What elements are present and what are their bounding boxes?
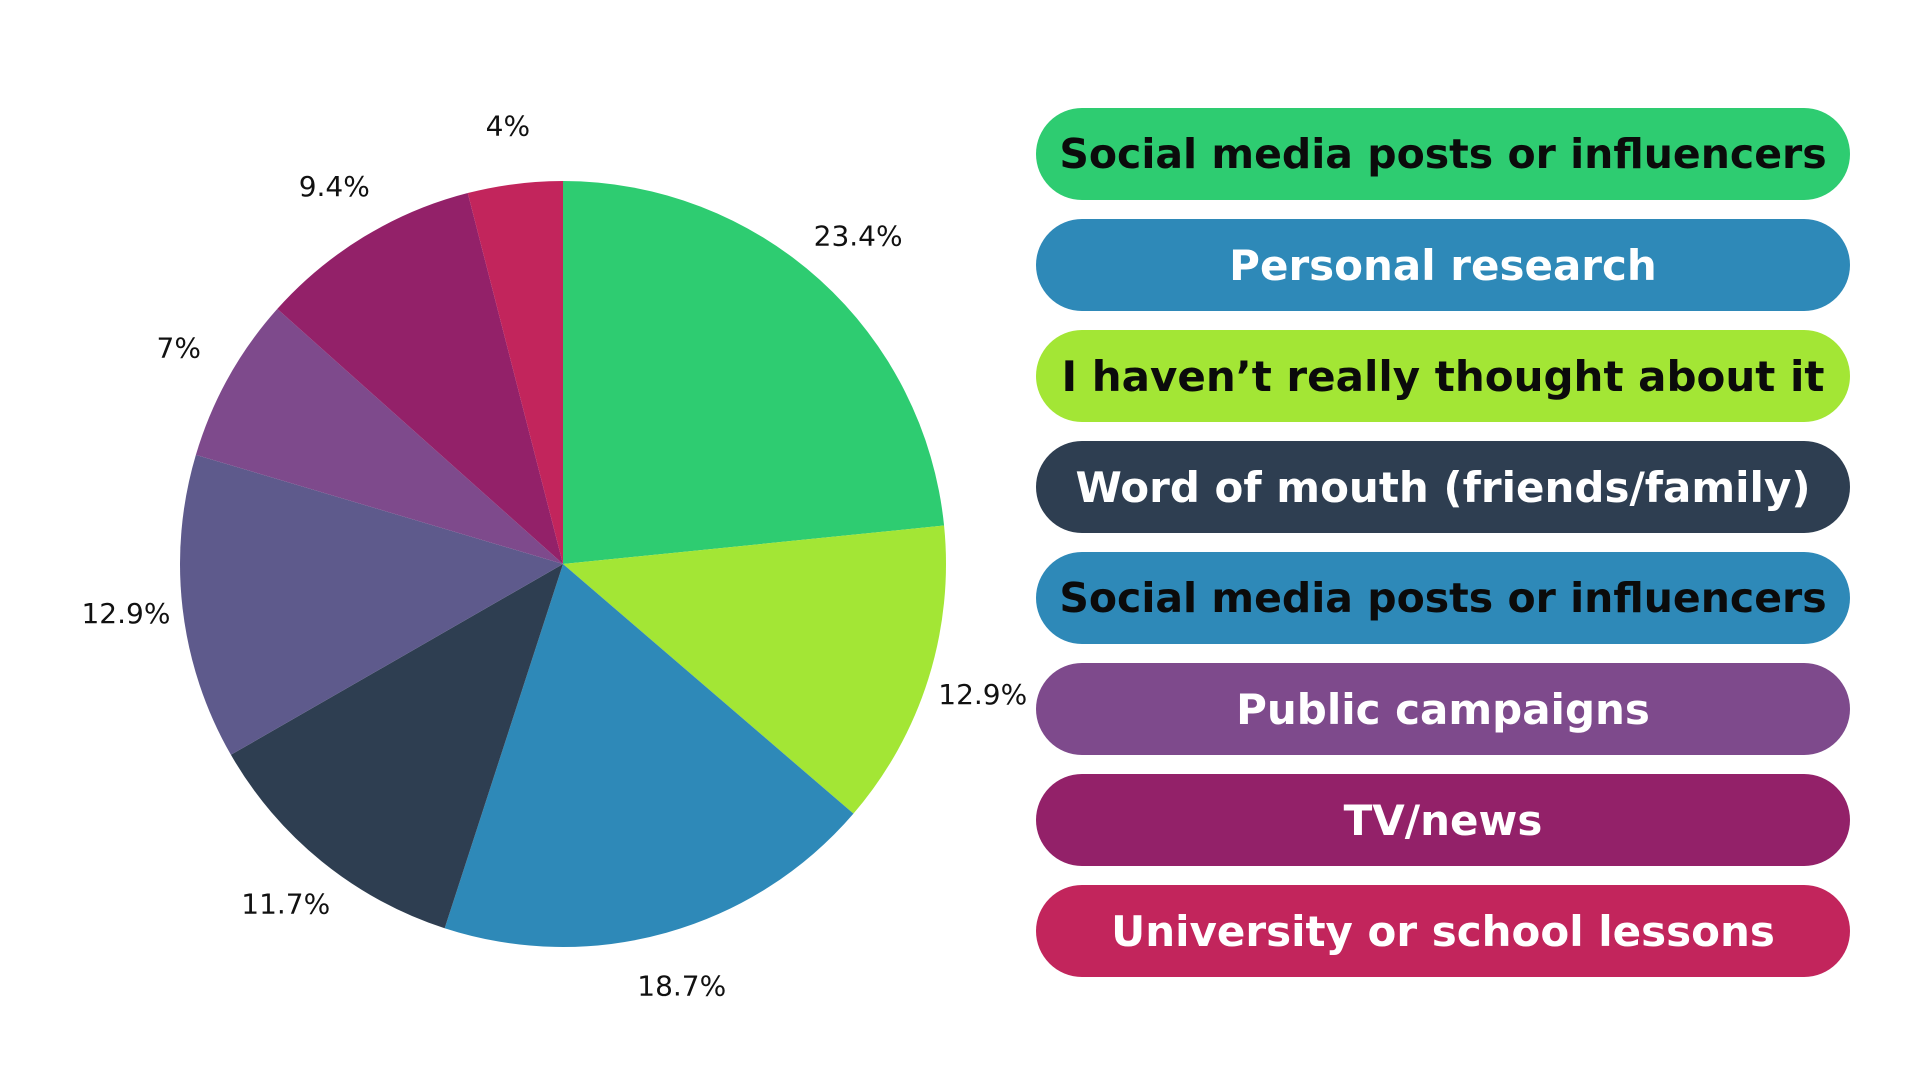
pie-slice-6	[277, 193, 563, 564]
pie-slices	[180, 181, 946, 948]
pie-chart: 23.4% 12.9% 18.7% 11.7% 12.9% 7% 9.4% 4%	[81, 109, 1027, 1002]
pie-slice-1	[563, 525, 946, 814]
pie-slice-5	[195, 308, 563, 564]
pie-slice-label-7: 4%	[486, 109, 530, 142]
legend-item-5: Public campaigns	[1036, 663, 1850, 755]
legend-item-4: Social media posts or influencers	[1036, 552, 1850, 644]
pie-slice-0	[563, 181, 945, 564]
pie-slice-2	[444, 564, 854, 948]
legend-item-1: Personal research	[1036, 219, 1850, 311]
pie-slice-label-1: 12.9%	[938, 678, 1027, 711]
legend-item-2: I haven’t really thought about it	[1036, 330, 1850, 422]
pie-slice-label-2: 18.7%	[637, 970, 726, 1003]
pie-slice-label-3: 11.7%	[241, 888, 330, 921]
legend-item-6: TV/news	[1036, 774, 1850, 866]
pie-slice-7	[467, 181, 563, 564]
legend-item-label: Social media posts or influencers	[1059, 574, 1827, 622]
pie-slice-label-6: 9.4%	[299, 170, 370, 203]
legend-item-3: Word of mouth (friends/family)	[1036, 441, 1850, 533]
legend-item-label: Public campaigns	[1236, 684, 1650, 734]
pie-slice-3	[230, 564, 563, 929]
legend-item-label: Word of mouth (friends/family)	[1075, 462, 1811, 512]
legend-item-label: Social media posts or influencers	[1059, 130, 1827, 178]
legend-item-label: University or school lessons	[1111, 906, 1775, 956]
pie-slice-label-4: 12.9%	[81, 597, 170, 630]
legend-item-7: University or school lessons	[1036, 885, 1850, 977]
pie-labels: 23.4% 12.9% 18.7% 11.7% 12.9% 7% 9.4% 4%	[81, 109, 1027, 1002]
legend-item-label: I haven’t really thought about it	[1061, 351, 1825, 401]
pie-slice-label-0: 23.4%	[814, 220, 903, 253]
pie-slice-4	[180, 454, 563, 755]
legend-item-label: TV/news	[1343, 795, 1543, 845]
pie-slice-label-5: 7%	[157, 332, 201, 365]
legend-item-label: Personal research	[1229, 240, 1657, 290]
legend-item-0: Social media posts or influencers	[1036, 108, 1850, 200]
